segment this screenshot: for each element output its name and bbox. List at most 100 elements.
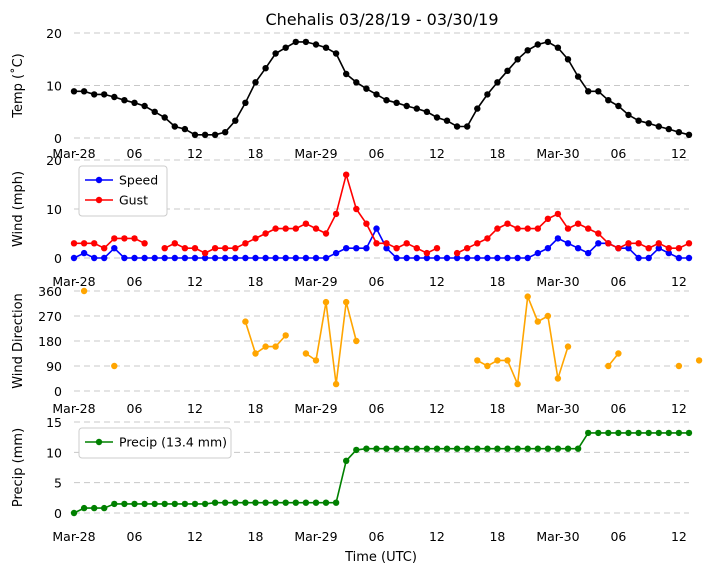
data-point-temp bbox=[252, 79, 259, 86]
data-point-temp bbox=[191, 131, 199, 138]
data-point-precip bbox=[655, 429, 662, 437]
data-point-temp bbox=[80, 88, 88, 95]
x-tick-label: 06 bbox=[610, 529, 626, 544]
x-tick-label: 06 bbox=[369, 146, 385, 161]
data-point-direction bbox=[524, 293, 531, 300]
x-tick-label: 12 bbox=[187, 529, 203, 544]
data-point-precip bbox=[595, 429, 602, 437]
x-tick-label: 12 bbox=[671, 274, 687, 289]
x-tick-label: Mar-30 bbox=[536, 529, 579, 544]
x-tick-label: Mar-29 bbox=[294, 274, 337, 289]
x-tick-label: Mar-30 bbox=[536, 274, 579, 289]
data-point-temp bbox=[564, 56, 572, 63]
y-axis-label-wind: Wind (mph) bbox=[11, 171, 26, 247]
y-tick-label: 180 bbox=[38, 334, 62, 349]
data-point-temp bbox=[181, 125, 189, 133]
data-point-gust bbox=[685, 240, 693, 247]
y-tick-label: 360 bbox=[38, 284, 62, 299]
data-point-gust bbox=[433, 245, 441, 252]
data-point-precip bbox=[282, 499, 289, 506]
data-point-temp bbox=[302, 38, 310, 46]
data-point-precip bbox=[585, 429, 592, 437]
data-point-temp bbox=[494, 79, 501, 86]
data-point-gust bbox=[464, 245, 471, 252]
series-temp bbox=[70, 38, 693, 138]
data-point-gust bbox=[595, 230, 602, 237]
data-point-precip bbox=[222, 499, 229, 506]
data-point-precip bbox=[151, 500, 158, 508]
data-point-gust bbox=[252, 235, 259, 242]
data-point-gust bbox=[211, 245, 219, 252]
data-point-speed bbox=[423, 254, 431, 262]
data-point-temp bbox=[292, 38, 299, 46]
x-tick-label: Mar-28 bbox=[52, 146, 95, 161]
data-point-precip bbox=[474, 445, 481, 452]
data-point-speed bbox=[453, 254, 461, 262]
data-point-gust bbox=[615, 245, 622, 252]
data-point-precip bbox=[322, 499, 330, 506]
data-point-temp bbox=[222, 129, 229, 136]
data-point-speed bbox=[564, 240, 572, 247]
data-point-direction bbox=[353, 337, 360, 345]
data-point-direction bbox=[544, 312, 552, 320]
data-point-gust bbox=[544, 215, 552, 222]
series-line-direction bbox=[305, 301, 358, 385]
data-point-temp bbox=[161, 114, 168, 121]
data-point-speed bbox=[171, 254, 178, 262]
panel-temp: 0 10 20 Temp (˚C) Mar-28 06 12 18 Mar-29 06 12 18 Ma… bbox=[10, 26, 693, 161]
data-point-temp bbox=[373, 91, 380, 98]
data-point-gust bbox=[201, 249, 209, 257]
y-axis-label-direction: Wind Direction bbox=[11, 293, 26, 389]
data-point-speed bbox=[544, 245, 552, 252]
x-tick-label: 06 bbox=[369, 274, 385, 289]
x-tick-label: Mar-30 bbox=[536, 401, 579, 416]
data-point-gust bbox=[222, 245, 229, 252]
series-precip bbox=[70, 429, 693, 517]
data-point-gust bbox=[504, 220, 511, 227]
data-point-gust bbox=[161, 245, 168, 252]
data-point-direction bbox=[494, 357, 501, 364]
data-point-direction bbox=[252, 350, 259, 357]
x-tick-label: Mar-29 bbox=[294, 529, 337, 544]
data-point-temp bbox=[675, 129, 683, 136]
data-point-temp bbox=[332, 50, 340, 57]
data-point-gust bbox=[574, 220, 582, 227]
series-direction bbox=[80, 287, 703, 388]
data-point-speed bbox=[635, 254, 642, 262]
data-point-temp bbox=[655, 123, 662, 130]
data-point-precip bbox=[131, 500, 138, 508]
data-point-gust bbox=[564, 225, 572, 232]
data-point-temp bbox=[665, 125, 672, 133]
x-tick-label: 06 bbox=[610, 401, 626, 416]
data-point-speed bbox=[534, 249, 541, 257]
data-point-gust bbox=[605, 240, 612, 247]
data-point-direction bbox=[272, 343, 279, 350]
data-point-precip bbox=[524, 445, 531, 452]
data-point-precip bbox=[423, 445, 431, 452]
data-point-temp bbox=[322, 44, 330, 51]
data-point-precip bbox=[645, 429, 652, 437]
legend-wind: Speed Gust bbox=[78, 165, 168, 217]
data-point-gust bbox=[655, 240, 662, 247]
x-tick-label: 18 bbox=[489, 529, 505, 544]
data-point-speed bbox=[655, 245, 662, 252]
data-point-temp bbox=[635, 117, 642, 124]
data-point-gust bbox=[494, 225, 501, 232]
data-point-precip bbox=[161, 500, 168, 508]
data-point-speed bbox=[675, 254, 683, 262]
data-point-gust bbox=[91, 240, 98, 247]
data-point-precip bbox=[171, 500, 178, 508]
data-point-speed bbox=[70, 254, 78, 262]
x-tick-label: 12 bbox=[671, 146, 687, 161]
data-point-speed bbox=[393, 254, 400, 262]
y-tick-label: 0 bbox=[54, 251, 62, 266]
data-point-speed bbox=[574, 245, 582, 252]
y-tick-label: 10 bbox=[46, 445, 62, 460]
data-point-precip bbox=[605, 429, 612, 437]
x-tick-label: Mar-28 bbox=[52, 401, 95, 416]
data-point-precip bbox=[302, 499, 310, 506]
data-point-direction bbox=[605, 362, 612, 370]
data-point-gust bbox=[393, 245, 400, 252]
data-point-direction bbox=[615, 350, 622, 357]
data-point-gust bbox=[353, 205, 360, 213]
